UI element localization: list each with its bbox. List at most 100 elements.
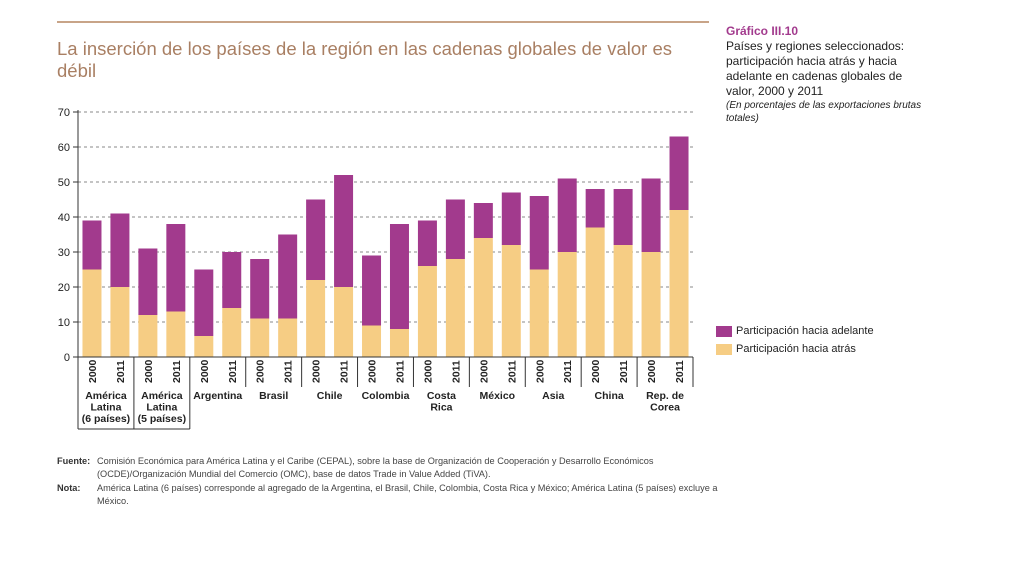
x-year-label: 2000 — [422, 359, 434, 383]
bar-forward — [473, 203, 493, 238]
x-year-label: 2000 — [199, 359, 211, 383]
x-group-label: Latina — [146, 402, 177, 414]
bar-backward — [222, 308, 242, 357]
x-group-label: América — [85, 390, 127, 402]
bar-forward — [138, 248, 158, 315]
y-tick-label: 10 — [58, 317, 70, 329]
bar-forward — [222, 252, 242, 308]
note-text: América Latina (6 países) corresponde al… — [97, 483, 718, 506]
x-group-label: Latina — [90, 402, 121, 414]
bar-backward — [362, 325, 382, 357]
x-group-label: (6 países) — [82, 413, 130, 425]
bar-backward — [473, 238, 493, 357]
x-group-label: China — [595, 390, 624, 402]
bar-forward — [445, 199, 465, 259]
x-year-label: 2000 — [590, 359, 602, 383]
bar-forward — [306, 199, 326, 280]
x-year-label: 2000 — [534, 359, 546, 383]
note-row: Nota: América Latina (6 países) correspo… — [57, 482, 722, 507]
y-tick-label: 70 — [58, 107, 70, 119]
legend-item-forward: Participación hacia adelante — [716, 322, 874, 340]
bar-backward — [445, 259, 465, 357]
y-tick-label: 60 — [58, 142, 70, 154]
legend-label-forward: Participación hacia adelante — [736, 325, 874, 337]
x-year-label: 2000 — [143, 359, 155, 383]
x-group-label: Rep. de — [646, 390, 684, 402]
x-year-label: 2011 — [562, 360, 574, 383]
bar-forward — [641, 178, 661, 252]
x-group-label: (5 países) — [138, 413, 186, 425]
bar-backward — [138, 315, 158, 357]
x-group-label: México — [480, 390, 516, 402]
source-row: Fuente: Comisión Económica para América … — [57, 455, 722, 480]
x-group-label: Argentina — [193, 390, 242, 402]
y-tick-label: 50 — [58, 177, 70, 189]
x-year-label: 2000 — [478, 359, 490, 383]
bar-forward — [362, 255, 382, 326]
bar-backward — [334, 287, 354, 357]
y-tick-label: 40 — [58, 212, 70, 224]
bar-backward — [613, 245, 633, 357]
figure-description: Países y regiones seleccionados: partici… — [726, 39, 905, 98]
side-panel: Gráfico III.10 Países y regiones selecci… — [726, 24, 926, 125]
bar-forward — [669, 136, 689, 210]
x-year-label: 2011 — [227, 360, 239, 383]
bar-backward — [669, 210, 689, 357]
bar-backward — [557, 252, 577, 357]
bar-forward — [278, 234, 298, 319]
bar-forward — [501, 192, 521, 245]
bar-forward — [585, 189, 605, 228]
x-year-label: 2011 — [618, 360, 630, 383]
legend-swatch-forward — [716, 325, 732, 337]
bar-forward — [82, 220, 102, 270]
legend-label-backward: Participación hacia atrás — [736, 343, 856, 355]
legend-item-backward: Participación hacia atrás — [716, 340, 874, 358]
x-group-label: Brasil — [259, 390, 288, 402]
x-year-label: 2011 — [171, 360, 183, 383]
x-year-label: 2000 — [367, 359, 379, 383]
figure-units-note: (En porcentajes de las exportaciones bru… — [726, 100, 922, 124]
bar-backward — [110, 287, 130, 357]
top-rule — [57, 21, 709, 23]
bar-forward — [529, 196, 549, 270]
y-tick-label: 20 — [58, 282, 70, 294]
bar-backward — [501, 245, 521, 357]
bar-forward — [417, 220, 437, 266]
x-group-label: Chile — [317, 390, 343, 402]
bar-backward — [250, 318, 270, 357]
bar-backward — [529, 269, 549, 357]
x-group-label: Colombia — [362, 390, 410, 402]
bar-backward — [82, 269, 102, 357]
y-tick-label: 30 — [58, 247, 70, 259]
bar-backward — [194, 336, 214, 357]
x-year-label: 2000 — [255, 359, 267, 383]
x-year-label: 2011 — [506, 360, 518, 383]
figure-label: Gráfico III.10 — [726, 24, 799, 38]
bar-forward — [389, 224, 409, 329]
x-year-label: 2011 — [394, 360, 406, 383]
x-group-label: Costa — [427, 390, 456, 402]
bar-forward — [250, 259, 270, 319]
x-year-label: 2011 — [450, 360, 462, 383]
chart-headline: La inserción de los países de la región … — [57, 38, 673, 81]
y-tick-label: 0 — [64, 352, 70, 364]
bar-backward — [585, 227, 605, 357]
bar-backward — [166, 311, 186, 357]
bar-backward — [417, 266, 437, 357]
source-text: Comisión Económica para América Latina y… — [97, 456, 654, 479]
bar-backward — [641, 252, 661, 357]
note-key: Nota: — [57, 483, 81, 493]
x-group-label: Asia — [542, 390, 564, 402]
x-year-label: 2011 — [339, 360, 351, 383]
footer: Fuente: Comisión Económica para América … — [57, 455, 722, 509]
x-year-label: 2000 — [87, 359, 99, 383]
x-year-label: 2000 — [311, 359, 323, 383]
source-key: Fuente: — [57, 456, 91, 466]
x-year-label: 2011 — [674, 360, 686, 383]
x-year-label: 2011 — [283, 360, 295, 383]
x-year-label: 2011 — [115, 360, 127, 383]
bar-backward — [278, 318, 298, 357]
bar-forward — [194, 269, 214, 336]
bar-backward — [306, 280, 326, 357]
bar-backward — [389, 329, 409, 357]
